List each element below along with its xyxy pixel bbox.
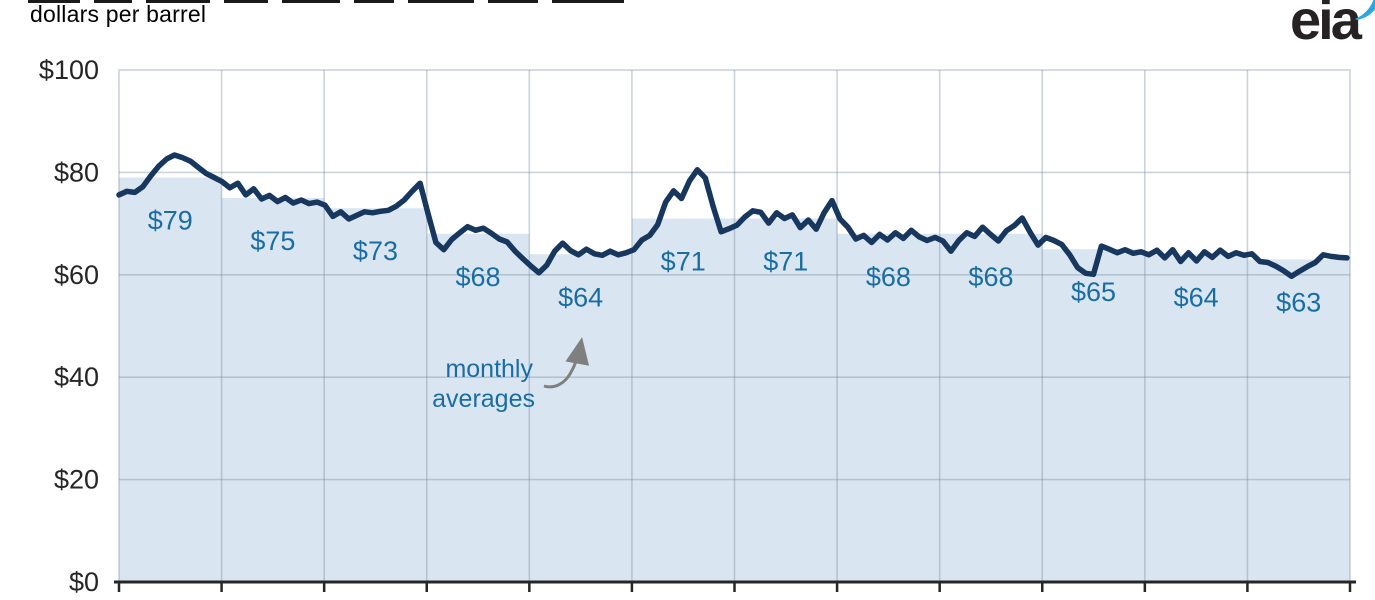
monthly-average-label: $64 — [558, 282, 603, 312]
y-axis-tick-label: $60 — [54, 260, 99, 290]
eia-logo: eia — [1290, 0, 1375, 48]
monthly-average-label: $65 — [1071, 277, 1116, 307]
annotation-text-line1: monthly — [445, 355, 533, 383]
monthly-average-label: $79 — [148, 206, 193, 236]
monthly-average-area — [119, 177, 1350, 582]
monthly-average-label: $64 — [1174, 282, 1219, 312]
cropped-title-fragments — [28, 0, 748, 3]
monthly-average-label: $71 — [763, 246, 808, 276]
monthly-average-label: $68 — [456, 262, 501, 292]
y-axis-tick-label: $80 — [54, 157, 99, 187]
y-axis-tick-label: $40 — [54, 362, 99, 392]
eia-logo-flame-icon — [1355, 0, 1375, 20]
monthly-average-label: $73 — [353, 236, 398, 266]
eia-logo-text: eia — [1290, 0, 1362, 51]
monthly-average-label: $71 — [661, 246, 706, 276]
chart-unit-label: dollars per barrel — [30, 1, 207, 27]
daily-price-line — [116, 152, 1350, 280]
annotation-arrow — [543, 337, 590, 389]
monthly-average-label: $68 — [866, 262, 911, 292]
y-axis-tick-label: $20 — [54, 465, 99, 495]
annotation-text-line2: averages — [432, 385, 535, 413]
monthly-average-label: $75 — [250, 226, 295, 256]
monthly-average-label: $63 — [1276, 287, 1321, 317]
y-axis-tick-label: $0 — [69, 567, 99, 597]
monthly-average-label: $68 — [968, 262, 1013, 292]
y-axis-tick-label: $100 — [39, 55, 99, 85]
